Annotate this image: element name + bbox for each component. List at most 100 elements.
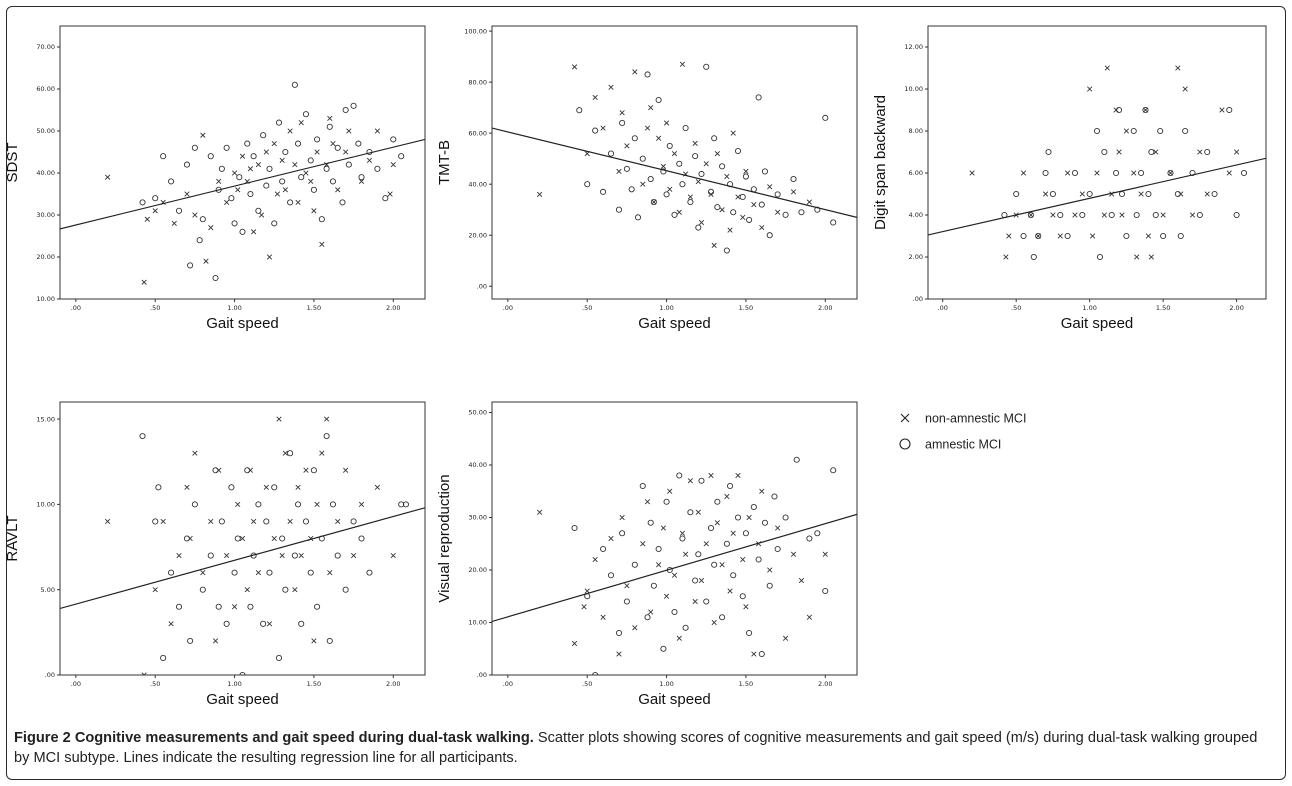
data-point-o <box>276 655 281 660</box>
data-point-x <box>391 162 396 167</box>
data-point-o <box>303 112 308 117</box>
data-point-o <box>168 570 173 575</box>
points-group <box>928 66 1266 260</box>
data-point-o <box>677 473 682 478</box>
data-point-o <box>330 502 335 507</box>
data-point-x <box>153 587 158 592</box>
data-point-x <box>264 150 269 155</box>
legend: non-amnestic MCIamnestic MCI <box>900 412 1026 452</box>
y-tick-label-20: 20.00 <box>468 566 487 574</box>
data-point-x <box>224 553 229 558</box>
data-point-o <box>335 553 340 558</box>
data-point-x <box>696 510 701 515</box>
data-point-o <box>1158 128 1163 133</box>
data-point-x <box>704 161 709 166</box>
data-point-o <box>731 210 736 215</box>
data-point-x <box>1007 234 1012 239</box>
legend-label: non-amnestic MCI <box>925 412 1026 426</box>
data-point-o <box>161 154 166 159</box>
data-point-o <box>299 175 304 180</box>
data-point-o <box>292 82 297 87</box>
data-point-x <box>537 192 542 197</box>
data-point-o <box>680 182 685 187</box>
data-point-x <box>288 129 293 134</box>
data-point-x <box>256 162 261 167</box>
data-point-x <box>1149 255 1154 260</box>
x-tick-label-2: 2.00 <box>1229 304 1243 312</box>
data-point-o <box>208 553 213 558</box>
data-point-o <box>696 552 701 557</box>
data-point-o <box>314 604 319 609</box>
data-point-o <box>168 179 173 184</box>
data-point-o <box>1031 254 1036 259</box>
data-point-x <box>728 228 733 233</box>
data-point-o <box>772 494 777 499</box>
data-point-x <box>1176 66 1181 71</box>
data-point-o <box>200 587 205 592</box>
data-point-x <box>740 215 745 220</box>
x-tick-label-1.5: 1.50 <box>739 304 753 312</box>
data-point-x <box>277 417 282 422</box>
data-point-x <box>625 144 630 149</box>
data-point-o <box>1116 107 1121 112</box>
data-point-o <box>640 483 645 488</box>
x-tick-label-1.5: 1.50 <box>1156 304 1170 312</box>
x-tick-label-0.5: .50 <box>150 304 160 312</box>
data-point-x <box>1051 213 1056 218</box>
data-point-o <box>356 141 361 146</box>
data-point-x <box>312 209 317 214</box>
data-point-o <box>1234 212 1239 217</box>
data-point-o <box>767 583 772 588</box>
data-point-x <box>275 192 280 197</box>
data-point-o <box>1058 212 1063 217</box>
data-point-x <box>633 625 638 630</box>
y-axis-title: SDST <box>4 142 21 182</box>
data-point-o <box>720 164 725 169</box>
y-tick-label-100: 100.00 <box>464 27 487 35</box>
data-point-x <box>799 578 804 583</box>
y-tick-label-40: 40.00 <box>468 180 487 188</box>
data-point-x <box>661 526 666 531</box>
data-point-o <box>240 229 245 234</box>
data-point-x <box>1139 192 1144 197</box>
legend-marker-x <box>901 414 909 422</box>
data-point-o <box>1102 149 1107 154</box>
data-point-o <box>735 515 740 520</box>
x-tick-label-0: .00 <box>938 304 948 312</box>
data-point-o <box>672 609 677 614</box>
data-point-o <box>184 162 189 167</box>
data-point-o <box>783 515 788 520</box>
data-point-x <box>601 126 606 131</box>
data-point-x <box>609 85 614 90</box>
data-point-o <box>224 621 229 626</box>
data-point-o <box>635 215 640 220</box>
data-point-x <box>640 541 645 546</box>
data-point-x <box>688 478 693 483</box>
data-point-x <box>299 553 304 558</box>
data-point-x <box>572 641 577 646</box>
data-point-o <box>235 536 240 541</box>
data-point-o <box>303 519 308 524</box>
regression-line <box>492 128 857 217</box>
data-point-o <box>267 570 272 575</box>
data-point-o <box>308 570 313 575</box>
data-point-o <box>272 221 277 226</box>
data-point-x <box>343 468 348 473</box>
data-point-o <box>651 583 656 588</box>
data-point-o <box>807 536 812 541</box>
data-point-o <box>688 199 693 204</box>
y-tick-label-10: 10.00 <box>36 501 55 509</box>
x-tick-label-1: 1.00 <box>1082 304 1096 312</box>
data-point-x <box>280 553 285 558</box>
data-point-o <box>327 124 332 129</box>
data-point-o <box>288 200 293 205</box>
data-point-x <box>1090 234 1095 239</box>
x-tick-label-1.5: 1.50 <box>307 304 321 312</box>
data-point-o <box>724 541 729 546</box>
x-tick-label-0: .00 <box>503 304 513 312</box>
data-point-o <box>351 103 356 108</box>
x-axis-title: Gait speed <box>206 315 279 332</box>
data-point-o <box>759 202 764 207</box>
data-point-o <box>219 166 224 171</box>
data-point-o <box>308 158 313 163</box>
